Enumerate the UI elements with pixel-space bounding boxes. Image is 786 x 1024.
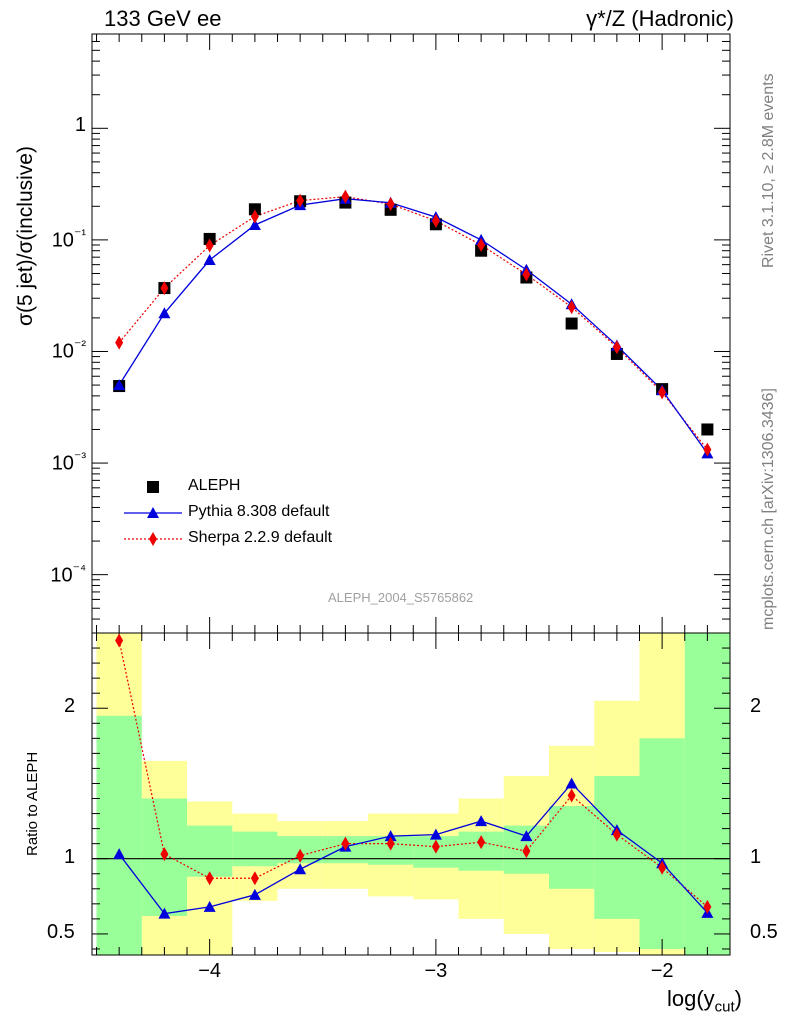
sherpa-ratio-point bbox=[703, 899, 712, 914]
sherpa-ratio-point bbox=[205, 871, 214, 886]
legend-label-sherpa: Sherpa 2.2.9 default bbox=[188, 529, 333, 546]
ratio-uncertainty-bands bbox=[96, 633, 730, 955]
ratio-y-axis-label: Ratio to ALEPH bbox=[24, 751, 41, 856]
pythia-ratio-point bbox=[475, 815, 488, 827]
band-green-bin bbox=[187, 825, 233, 877]
pythia-line bbox=[118, 198, 708, 454]
pythia-ratio-point bbox=[384, 830, 397, 842]
legend-marks bbox=[124, 481, 182, 546]
pythia-ratio-line bbox=[118, 782, 708, 915]
legend-marker-sherpa bbox=[149, 532, 157, 546]
sherpa-ratio-point bbox=[567, 788, 576, 803]
rivet-version-label: Rivet 3.1.10, ≥ 2.8M events bbox=[760, 73, 777, 268]
band-green-bin bbox=[594, 775, 640, 919]
sherpa-point bbox=[567, 300, 576, 315]
axis-ticks bbox=[92, 33, 731, 955]
x-axis-label: log(ycut) bbox=[667, 986, 742, 1015]
process-label: γ*/Z (Hadronic) bbox=[586, 6, 734, 31]
pythia-ratio-point bbox=[203, 900, 216, 912]
ratio-plot-frame bbox=[91, 632, 731, 956]
band-green-bin bbox=[549, 806, 595, 889]
y-tick-label: 10⁻¹ bbox=[51, 225, 86, 252]
x-axis-label-main: log(y bbox=[666, 986, 715, 1011]
sherpa-point bbox=[341, 189, 350, 204]
pythia-ratio-point bbox=[248, 888, 261, 900]
ratio-y-tick-label-right: 2 bbox=[750, 695, 762, 718]
sherpa-ratio-point bbox=[296, 848, 305, 863]
sherpa-point bbox=[115, 335, 124, 350]
sherpa-ratio-point bbox=[658, 860, 667, 875]
sherpa-ratio-line bbox=[118, 640, 708, 908]
series-layer bbox=[113, 189, 714, 919]
sherpa-ratio-point bbox=[115, 633, 124, 648]
ratio-y-tick-label: 2 bbox=[64, 695, 76, 718]
pythia-point bbox=[113, 379, 126, 391]
sherpa-point bbox=[431, 213, 440, 228]
ratio-y-tick-label-right: 1 bbox=[750, 845, 762, 868]
sherpa-point bbox=[477, 237, 486, 252]
aleph-point bbox=[565, 317, 578, 330]
sherpa-line bbox=[118, 196, 708, 450]
sherpa-point bbox=[160, 281, 169, 296]
sherpa-point bbox=[205, 238, 214, 253]
band-green-bin bbox=[232, 831, 278, 867]
y-tick-label: 10⁻³ bbox=[51, 449, 86, 475]
energy-label: 133 GeV ee bbox=[104, 6, 222, 31]
sherpa-ratio-point bbox=[431, 839, 440, 854]
sherpa-point bbox=[386, 197, 395, 212]
sherpa-point bbox=[522, 267, 531, 282]
ratio-y-tick-label-right: 0.5 bbox=[750, 920, 778, 943]
pythia-point bbox=[158, 307, 171, 319]
sherpa-ratio-point bbox=[477, 835, 486, 850]
sherpa-point bbox=[703, 442, 712, 457]
ratio-y-tick-label: 0.5 bbox=[47, 920, 75, 943]
x-axis-label-sub: cut bbox=[714, 998, 735, 1016]
y-tick-label: 1 bbox=[74, 114, 86, 137]
legend-label-aleph: ALEPH bbox=[188, 477, 241, 494]
x-tick-label: −4 bbox=[198, 960, 222, 982]
legend-label-pythia: Pythia 8.308 default bbox=[188, 503, 330, 520]
pythia-point bbox=[248, 218, 261, 230]
analysis-label: ALEPH_2004_S5765862 bbox=[328, 590, 474, 605]
sherpa-ratio-point bbox=[250, 871, 259, 886]
sherpa-point bbox=[296, 193, 305, 208]
pythia-ratio-point bbox=[520, 830, 533, 842]
band-green-bin bbox=[639, 738, 685, 949]
sherpa-point bbox=[612, 340, 621, 355]
pythia-point bbox=[203, 254, 216, 266]
plot-frames bbox=[91, 33, 731, 956]
pythia-ratio-point bbox=[565, 777, 578, 789]
pythia-ratio-point bbox=[113, 848, 126, 860]
band-green-bin bbox=[96, 715, 142, 955]
sherpa-ratio-point bbox=[386, 836, 395, 851]
source-label: mcplots.cern.ch [arXiv:1306.3436] bbox=[760, 388, 777, 630]
aleph-point bbox=[248, 203, 261, 216]
legend-marker-pythia bbox=[147, 507, 159, 518]
sherpa-ratio-point bbox=[341, 836, 350, 851]
x-tick-label: −2 bbox=[650, 960, 674, 982]
sherpa-ratio-point bbox=[160, 847, 169, 862]
pythia-ratio-point bbox=[294, 863, 307, 875]
sherpa-point bbox=[658, 385, 667, 400]
aleph-point bbox=[701, 423, 714, 436]
pythia-ratio-point bbox=[158, 907, 171, 919]
ratio-y-tick-label: 1 bbox=[64, 845, 76, 868]
y-tick-label: 10⁻⁴ bbox=[50, 560, 86, 587]
pythia-ratio-point bbox=[429, 828, 442, 840]
y-tick-label: 10⁻² bbox=[51, 337, 86, 364]
x-tick-label: −3 bbox=[424, 960, 448, 982]
sherpa-ratio-point bbox=[522, 844, 531, 859]
legend-marker-aleph bbox=[147, 481, 159, 493]
x-axis-label-end: ) bbox=[734, 986, 742, 1011]
sherpa-point bbox=[250, 209, 259, 224]
sherpa-ratio-point bbox=[612, 827, 621, 842]
